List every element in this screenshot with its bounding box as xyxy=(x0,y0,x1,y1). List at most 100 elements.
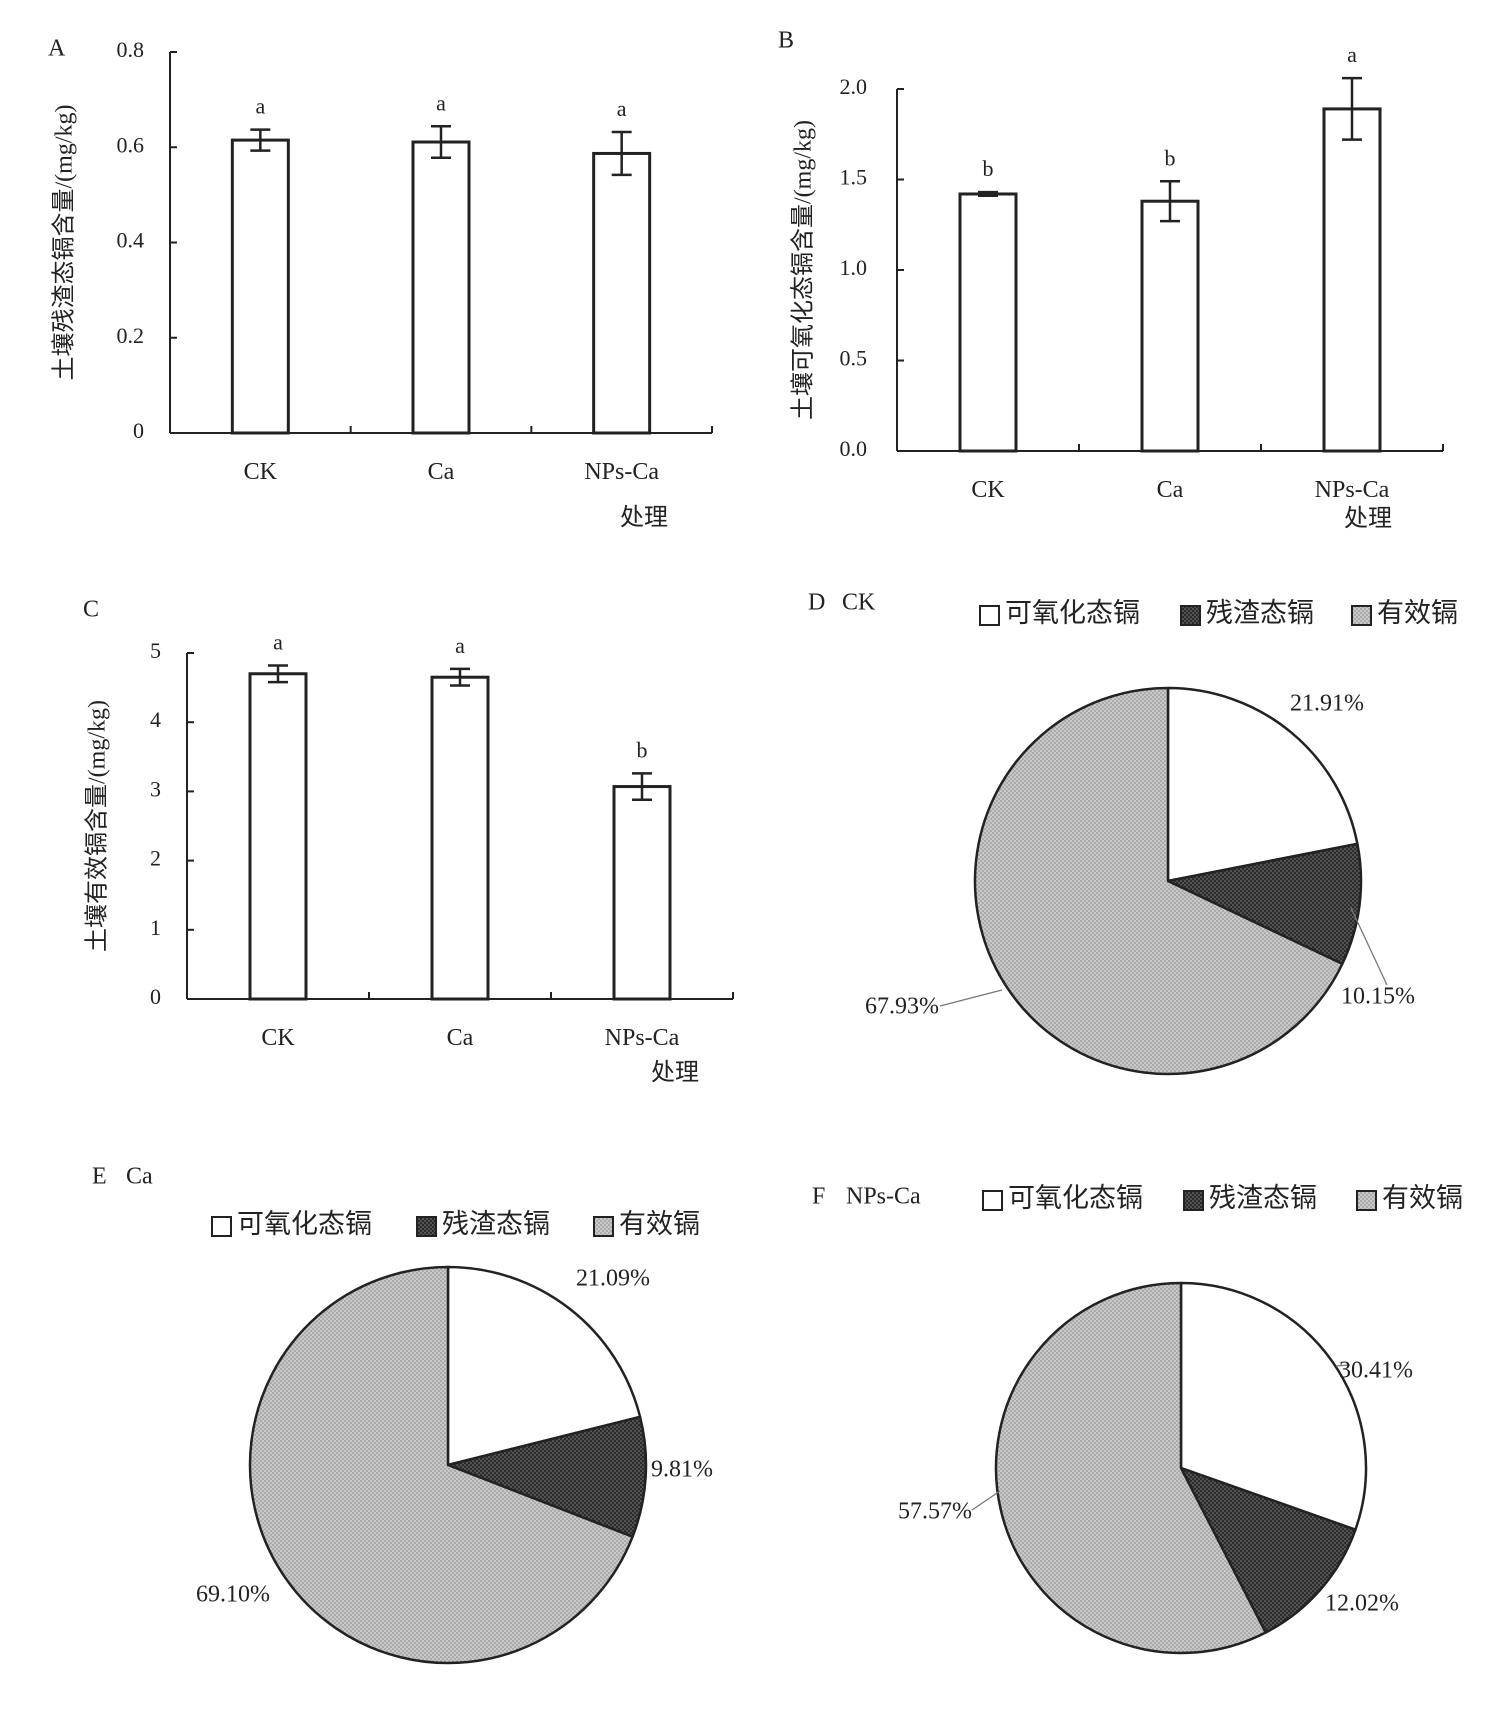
legend-label-e-2: 残渣态镉 xyxy=(442,1209,550,1239)
y-tick-label-b: 0.5 xyxy=(840,346,868,371)
y-axis-title-c: 土壤有效镉含量/(mg/kg) xyxy=(84,700,111,952)
pie-slice-d-1 xyxy=(1166,686,1359,883)
y-axis-title-b: 土壤可氧化态镉含量/(mg/kg) xyxy=(790,120,817,420)
chart-f-pie: F NPs-Ca 可氧化态镉 残渣态镉 有效镉 30.41% 12.02% 57.57% xyxy=(812,1183,1463,1655)
legend-swatch-d-2 xyxy=(1180,605,1201,626)
x-axis-title-b: 处理 xyxy=(1344,505,1392,532)
bar-c-1 xyxy=(248,672,308,1001)
pie-label-d-3: 67.93% xyxy=(865,994,939,1020)
bar-c-3 xyxy=(612,785,672,1001)
x-tick-label-c-3: NPs-Ca xyxy=(605,1025,680,1051)
y-tick-label-a: 0.4 xyxy=(117,228,145,253)
pie-label-f-3: 57.57% xyxy=(898,1499,972,1525)
pie-label-e-1: 21.09% xyxy=(576,1266,650,1292)
x-axis-title-a: 处理 xyxy=(620,504,668,531)
x-tick-label-a-1: CK xyxy=(244,459,278,485)
y-tick-label-c: 4 xyxy=(150,707,161,732)
bar-a-2 xyxy=(411,140,471,435)
x-tick-label-b-3: NPs-Ca xyxy=(1315,477,1390,503)
significance-label-b-1: b xyxy=(983,156,994,181)
y-tick-label-c: 5 xyxy=(150,638,161,663)
y-tick-label-c: 2 xyxy=(150,846,161,871)
panel-label-c: C xyxy=(83,597,99,623)
y-tick-label-a: 0.2 xyxy=(117,323,145,348)
x-tick-label-b-1: CK xyxy=(971,477,1005,503)
legend-label-d-3: 有效镉 xyxy=(1377,598,1458,628)
legend-label-e-1: 可氧化态镉 xyxy=(237,1209,372,1239)
pie-title-d: CK xyxy=(842,590,876,616)
legend-label-f-1: 可氧化态镉 xyxy=(1008,1183,1143,1213)
leader-line-f-3 xyxy=(971,1490,1001,1511)
significance-label-c-1: a xyxy=(273,629,283,654)
significance-label-a-2: a xyxy=(436,90,446,115)
y-tick-label-c: 1 xyxy=(150,915,161,940)
bar-c-2 xyxy=(430,675,490,1001)
bar-b-3 xyxy=(1322,107,1382,453)
legend-label-f-2: 残渣态镉 xyxy=(1209,1183,1317,1213)
panel-label-f: F xyxy=(812,1184,825,1210)
pie-label-d-1: 21.91% xyxy=(1290,691,1364,717)
x-tick-label-c-1: CK xyxy=(261,1025,295,1051)
legend-swatch-d-1 xyxy=(979,605,1000,626)
significance-label-b-3: a xyxy=(1347,42,1357,67)
legend-label-f-3: 有效镉 xyxy=(1382,1183,1463,1213)
pie-title-e: Ca xyxy=(126,1164,153,1190)
pie-label-f-2: 12.02% xyxy=(1325,1591,1399,1617)
significance-label-a-1: a xyxy=(255,94,265,119)
legend-label-d-2: 残渣态镉 xyxy=(1206,598,1314,628)
significance-label-a-3: a xyxy=(617,96,627,121)
leader-line-f-1 xyxy=(1335,1364,1351,1367)
pie-slice-e-1 xyxy=(446,1265,642,1467)
y-tick-label-b: 1.5 xyxy=(840,165,868,190)
x-tick-label-b-2: Ca xyxy=(1157,477,1184,503)
legend-swatch-f-3 xyxy=(1356,1190,1377,1211)
leader-line-d-3 xyxy=(939,989,1003,1007)
bar-b-2 xyxy=(1140,199,1200,453)
y-tick-label-a: 0.8 xyxy=(117,37,145,62)
y-tick-label-c: 3 xyxy=(150,776,161,801)
chart-a-bar: A 土壤残渣态镉含量/(mg/kg) 0 0.2 0.4 0.6 0.8 a CK a Ca a NPs… xyxy=(48,36,713,531)
chart-c-bar: C 土壤有效镉含量/(mg/kg) 0 1 2 3 4 5 a CK a Ca b NPs-Ca 处理 xyxy=(83,597,734,1086)
pie-slice-e-2 xyxy=(446,1415,648,1538)
panel-label-a: A xyxy=(48,36,66,62)
bar-b-1 xyxy=(958,192,1018,453)
pie-slice-f-2 xyxy=(1179,1466,1357,1634)
pie-label-d-2: 10.15% xyxy=(1341,984,1415,1010)
y-tick-label-a: 0 xyxy=(133,418,144,443)
chart-e-pie: E Ca 可氧化态镉 残渣态镉 有效镉 21.09% 9.81% 69.10% xyxy=(92,1164,713,1665)
pie-slice-f-1 xyxy=(1179,1281,1368,1531)
y-axis-title-a: 土壤残渣态镉含量/(mg/kg) xyxy=(51,105,78,381)
significance-label-c-2: a xyxy=(455,633,465,658)
legend-swatch-f-2 xyxy=(1183,1190,1204,1211)
legend-label-d-1: 可氧化态镉 xyxy=(1005,598,1140,628)
bar-a-1 xyxy=(230,138,290,435)
significance-label-b-2: b xyxy=(1165,145,1176,170)
pie-label-e-3: 69.10% xyxy=(196,1582,270,1608)
pie-slice-d-3 xyxy=(973,686,1344,1076)
x-axis-title-c: 处理 xyxy=(651,1059,699,1086)
y-tick-label-b: 2.0 xyxy=(840,74,868,99)
pie-title-f: NPs-Ca xyxy=(846,1184,921,1210)
legend-swatch-f-1 xyxy=(982,1190,1003,1211)
legend-swatch-e-1 xyxy=(211,1216,232,1237)
legend-swatch-e-3 xyxy=(593,1216,614,1237)
x-tick-label-a-2: Ca xyxy=(428,459,455,485)
panel-label-d: D xyxy=(808,590,825,616)
y-tick-label-b: 1.0 xyxy=(840,255,868,280)
y-tick-label-a: 0.6 xyxy=(117,132,145,157)
significance-label-c-3: b xyxy=(637,737,648,762)
bar-a-3 xyxy=(592,151,652,435)
panel-label-b: B xyxy=(778,28,794,54)
legend-swatch-e-2 xyxy=(416,1216,437,1237)
x-tick-label-a-3: NPs-Ca xyxy=(584,459,659,485)
pie-slice-e-3 xyxy=(248,1265,634,1665)
pie-slice-f-3 xyxy=(994,1281,1267,1655)
legend-label-e-3: 有效镉 xyxy=(619,1209,700,1239)
y-tick-label-c: 0 xyxy=(150,984,161,1009)
panel-label-e: E xyxy=(92,1164,107,1190)
chart-b-bar: B 土壤可氧化态镉含量/(mg/kg) 0.0 0.5 1.0 1.5 2.0 b CK b Ca a… xyxy=(778,28,1444,532)
x-tick-label-c-2: Ca xyxy=(447,1025,474,1051)
y-tick-label-b: 0.0 xyxy=(840,436,868,461)
pie-slice-d-2 xyxy=(1166,842,1363,966)
